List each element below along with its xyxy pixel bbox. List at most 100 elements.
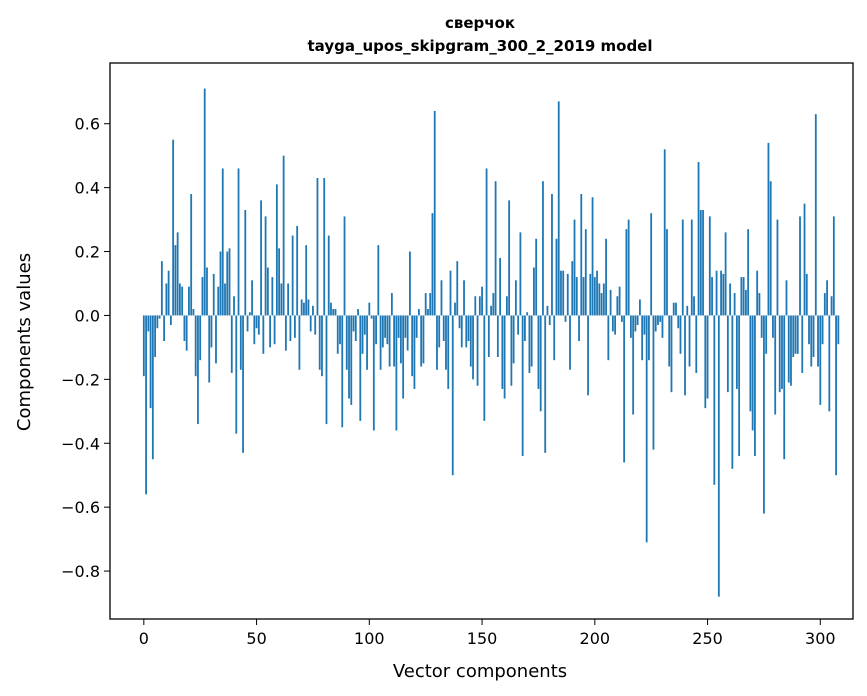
bar [591,197,594,316]
bar [449,270,452,316]
bar [357,309,359,316]
bar [783,315,786,460]
bar [490,305,492,316]
bar [266,267,269,316]
bar [661,315,664,338]
bar [805,273,808,316]
bar [494,181,497,316]
bar [639,299,641,316]
bar [472,315,474,380]
bar [483,315,486,421]
bar [156,315,159,329]
bar [192,309,195,316]
bar [336,315,339,354]
bar [454,302,456,316]
bar [720,270,722,316]
bar [726,315,729,393]
bar [221,168,224,316]
bar [431,213,434,316]
bar [230,315,233,373]
bar [363,315,366,335]
bar [147,315,150,332]
bar [641,315,644,361]
bar [675,302,677,316]
bar [717,315,720,597]
bar [433,110,436,316]
bar [659,315,662,322]
bar [478,296,481,316]
bar [303,302,305,316]
bar [280,283,283,316]
bar [508,200,511,316]
bar [237,168,240,316]
bar [402,315,405,399]
bar [388,315,391,367]
bar [458,315,461,329]
bar [169,315,172,326]
y-tick-label: −0.8 [61,562,100,581]
bar [294,315,296,338]
bar [409,251,411,316]
bar [413,315,416,389]
bar [663,149,666,316]
bar [602,283,605,316]
bar [210,315,213,348]
bar [253,315,256,345]
bar [530,315,533,367]
bar [289,315,292,341]
bar [650,213,653,316]
bar [158,315,161,319]
y-tick-label: −0.4 [61,434,100,453]
bar [463,280,465,316]
bar [181,286,184,316]
bar [264,216,267,316]
bar [487,315,490,357]
bar [555,238,558,316]
bar [544,315,547,453]
bar [679,315,682,354]
bar [785,280,788,316]
bar [754,315,756,457]
bar [314,315,317,335]
bar [244,209,247,316]
bar [345,315,348,370]
bar [305,245,308,316]
bar [142,315,145,377]
bar [476,315,479,386]
bar [481,286,483,316]
bar [575,277,578,316]
bar [533,267,535,316]
bar [278,248,281,316]
bar [436,315,438,370]
bar [688,315,691,367]
bar [427,309,429,316]
bar [593,277,596,316]
x-tick-label: 250 [692,629,723,648]
bar [496,315,499,357]
bar [724,232,727,316]
bar [307,299,310,316]
bar [248,312,251,316]
bar [246,315,249,332]
bar [284,315,287,351]
bar [526,312,529,316]
bar [334,309,337,316]
bar [686,305,689,316]
bar [598,283,601,316]
bar [445,315,447,370]
bar [625,229,628,316]
bar [742,277,745,316]
bar [451,315,454,476]
bar [260,200,262,316]
bar [812,315,815,357]
bar [571,261,574,316]
bar [792,315,795,357]
bar [562,270,565,316]
bar [830,296,833,316]
bar [699,209,702,316]
bar [406,315,409,351]
bar [614,315,617,335]
bar [832,216,835,316]
bar [623,315,626,463]
bar [390,293,393,316]
